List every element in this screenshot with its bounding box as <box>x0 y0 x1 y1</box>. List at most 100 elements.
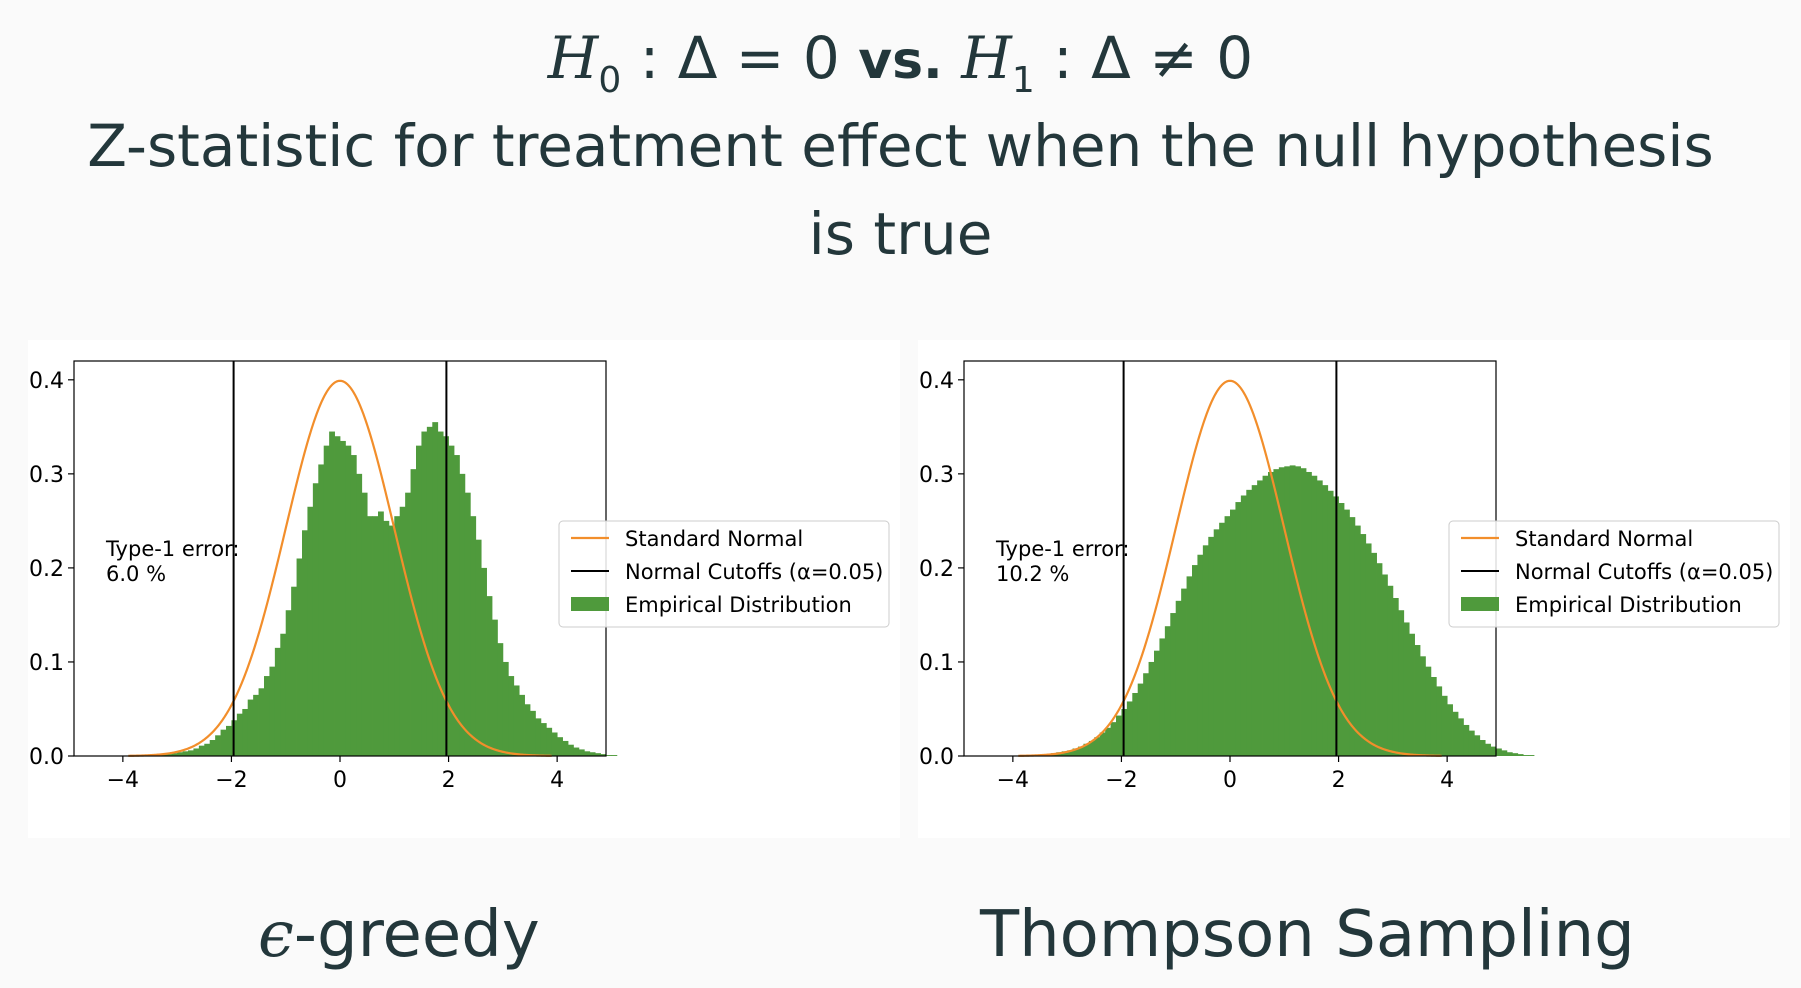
y-tick-label: 0.3 <box>919 463 954 488</box>
histogram-bar <box>274 647 281 756</box>
histogram-bar <box>1447 704 1453 756</box>
histogram-bar <box>1099 732 1106 756</box>
x-tick-label: 2 <box>1332 768 1346 793</box>
histogram-bar <box>1246 489 1253 756</box>
histogram-bar <box>1316 480 1323 756</box>
histogram-bar <box>1365 543 1372 756</box>
histogram-bar <box>1425 666 1432 756</box>
histogram-bar <box>285 610 292 756</box>
histogram-bar <box>1300 468 1307 756</box>
histogram-bar <box>1311 475 1318 756</box>
legend: Standard Normal Normal Cutoffs (α=0.05) Em… <box>1448 520 1780 628</box>
histogram-bar <box>1159 638 1166 756</box>
histogram-bar <box>1371 552 1377 756</box>
histogram-bar <box>1078 746 1084 756</box>
histogram-bar <box>1132 692 1139 756</box>
histogram-bar <box>356 473 363 756</box>
histogram-bar <box>1105 727 1111 756</box>
histogram-bar <box>367 516 373 756</box>
histogram-bar <box>1170 613 1177 756</box>
histogram-bar <box>166 754 173 756</box>
histogram-bar <box>546 727 553 756</box>
histogram-bar <box>1278 467 1285 756</box>
y-tick-label: 0.1 <box>919 651 954 676</box>
histogram-bar <box>1219 522 1225 756</box>
histogram-bar <box>454 455 460 756</box>
histogram-bar <box>1126 701 1133 756</box>
histogram-bar <box>1230 509 1236 756</box>
histogram-bar <box>193 748 200 756</box>
histogram-bar <box>215 735 221 756</box>
histogram-bar <box>1251 485 1258 756</box>
histogram-bar <box>1175 600 1182 756</box>
histogram-bar <box>394 516 401 756</box>
histogram-bar <box>557 737 563 756</box>
histogram-bar <box>253 694 259 756</box>
chart-panel-epsilon-greedy: −4 −2 0 2 4 0.0 0.1 0.2 0.3 0.4 Type-1 error: 6.0 %… <box>28 340 900 838</box>
y-tick-label: 0.4 <box>919 369 954 394</box>
histogram-bar <box>578 749 585 756</box>
x-tick-label: 4 <box>550 768 564 793</box>
histogram-bar <box>291 586 297 756</box>
histogram-bar <box>340 440 346 756</box>
histogram-bar <box>1344 509 1350 756</box>
histogram-bar <box>350 455 357 756</box>
histogram-bars <box>1034 465 1535 756</box>
y-tick-label: 0.0 <box>919 745 954 770</box>
histogram-bar <box>1295 466 1301 756</box>
histogram-bar <box>1409 633 1415 756</box>
histogram-bar <box>1517 754 1524 756</box>
histogram-bar <box>1463 724 1470 756</box>
histogram-bar <box>524 704 531 756</box>
caption-epsilon-greedy: ϵ-greedy <box>258 898 540 972</box>
h0-symbol: H0 <box>547 24 622 101</box>
histogram-bar <box>1349 517 1356 756</box>
histogram-bar <box>1452 711 1459 756</box>
histogram-bar <box>329 431 335 756</box>
histogram-bar <box>475 539 482 756</box>
histogram-bar <box>226 725 232 756</box>
histogram-bar <box>204 743 211 756</box>
legend-box <box>1448 520 1780 628</box>
standard-normal-curve <box>1018 379 1442 757</box>
histogram-bar <box>1506 752 1513 756</box>
type1-error-annotation: Type-1 error: <box>995 537 1129 561</box>
chart-panel-thompson: −4 −2 0 2 4 0.0 0.1 0.2 0.3 0.4 Type-1 error: 10.2 … <box>918 340 1790 838</box>
histogram-bar <box>1420 656 1426 756</box>
y-tick-label: 0.2 <box>29 557 64 582</box>
histogram-bar <box>584 751 591 756</box>
legend-label: Normal Cutoffs (α=0.05) <box>625 560 883 584</box>
histogram-bar <box>1523 755 1529 756</box>
legend-swatch-empirical <box>1461 597 1499 611</box>
histogram-bar <box>530 710 536 756</box>
histogram-bar <box>1202 545 1209 756</box>
histogram-bar <box>1240 495 1247 756</box>
slide-headline: Z-statistic for treatment effect when th… <box>87 112 1714 268</box>
type1-error-annotation: 6.0 % <box>106 562 166 586</box>
histogram-bar <box>302 530 308 756</box>
histogram-bar <box>1528 755 1535 756</box>
histogram-bar <box>383 520 390 756</box>
histogram-bar <box>1284 466 1291 756</box>
histogram-bar <box>1186 576 1193 756</box>
histogram-bar <box>296 558 303 756</box>
h1-statement: : Δ ≠ 0 <box>1034 24 1254 92</box>
vs-label: vs. <box>858 31 943 91</box>
histogram-bar <box>1235 502 1242 756</box>
histogram-bar <box>345 445 352 756</box>
histogram-bar <box>1088 740 1095 756</box>
histogram-bar <box>405 492 411 756</box>
histogram-bar <box>1289 465 1296 756</box>
legend-swatch-empirical <box>571 597 609 611</box>
histogram-bar <box>432 422 439 756</box>
histogram-bar <box>535 718 542 756</box>
histogram-bar <box>1327 490 1334 756</box>
histogram-bar <box>388 525 395 756</box>
h0-statement: : Δ = 0 <box>621 24 859 92</box>
histogram-bar <box>258 688 265 756</box>
y-tick-label: 0.2 <box>919 557 954 582</box>
chart-thompson-sampling: −4 −2 0 2 4 0.0 0.1 0.2 0.3 0.4 Type-1 error:10.2 … <box>919 360 1780 793</box>
histogram-bar <box>1414 645 1421 756</box>
x-tick-label: 0 <box>1223 768 1237 793</box>
histogram-bar <box>1441 695 1448 756</box>
